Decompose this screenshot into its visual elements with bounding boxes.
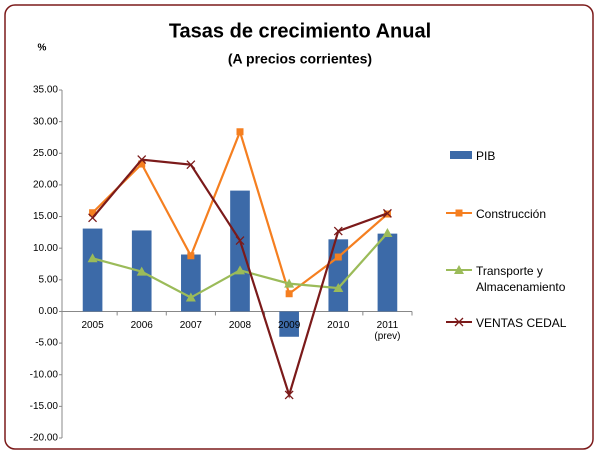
y-axis-label: % — [38, 43, 47, 54]
legend-label: VENTAS CEDAL — [476, 316, 567, 330]
y-tick-label: 35.00 — [33, 85, 58, 96]
bar — [328, 239, 349, 312]
marker — [333, 283, 344, 293]
y-tick-label: -15.00 — [30, 401, 59, 412]
marker — [136, 266, 147, 276]
bar — [82, 228, 103, 312]
y-tick-label: 25.00 — [33, 148, 58, 159]
marker — [285, 290, 293, 298]
y-tick-label: -5.00 — [35, 338, 58, 349]
y-tick-label: 5.00 — [39, 274, 59, 285]
legend-label: Transporte y Almacenamiento — [476, 264, 566, 294]
marker — [235, 265, 245, 275]
marker — [236, 128, 244, 136]
marker — [185, 292, 196, 302]
marker — [454, 265, 464, 274]
bar — [181, 254, 201, 312]
y-tick-label: 15.00 — [33, 211, 58, 222]
y-tick-label: -20.00 — [30, 433, 59, 444]
y-tick-label: 0.00 — [39, 306, 59, 317]
marker — [455, 209, 463, 217]
y-tick-label: 30.00 — [33, 116, 58, 127]
y-tick-label: -10.00 — [30, 369, 59, 380]
chart-subtitle: (A precios corrientes) — [228, 51, 372, 67]
legend-label: PIB — [476, 149, 496, 163]
marker — [334, 253, 342, 261]
x-tick-label: 2007 — [179, 320, 202, 332]
y-tick-label: 10.00 — [33, 243, 58, 254]
marker — [382, 208, 392, 218]
marker — [284, 278, 295, 288]
marker — [284, 390, 294, 400]
marker — [186, 160, 196, 170]
marker — [87, 253, 98, 263]
x-tick-label: 2011 (prev) — [374, 320, 401, 343]
chart-border — [4, 4, 594, 450]
bar — [377, 233, 398, 312]
x-tick-label: 2009 — [278, 320, 301, 332]
x-tick-label: 2010 — [327, 320, 350, 332]
marker — [333, 226, 343, 236]
y-tick-label: 20.00 — [33, 180, 58, 191]
marker — [187, 252, 195, 260]
x-tick-label: 2006 — [130, 320, 153, 332]
legend-label: Construcción — [476, 207, 547, 221]
bar — [230, 190, 250, 312]
marker — [235, 236, 245, 246]
marker — [138, 160, 146, 168]
marker — [454, 317, 464, 327]
marker — [137, 155, 147, 165]
x-tick-label: 2005 — [81, 320, 104, 332]
x-tick-label: 2008 — [228, 320, 252, 332]
chart-title: Tasas de crecimiento Anual — [169, 20, 431, 42]
bar — [279, 311, 299, 337]
marker — [89, 209, 97, 217]
marker — [88, 213, 98, 223]
legend-swatch — [450, 151, 472, 159]
marker — [382, 227, 393, 237]
